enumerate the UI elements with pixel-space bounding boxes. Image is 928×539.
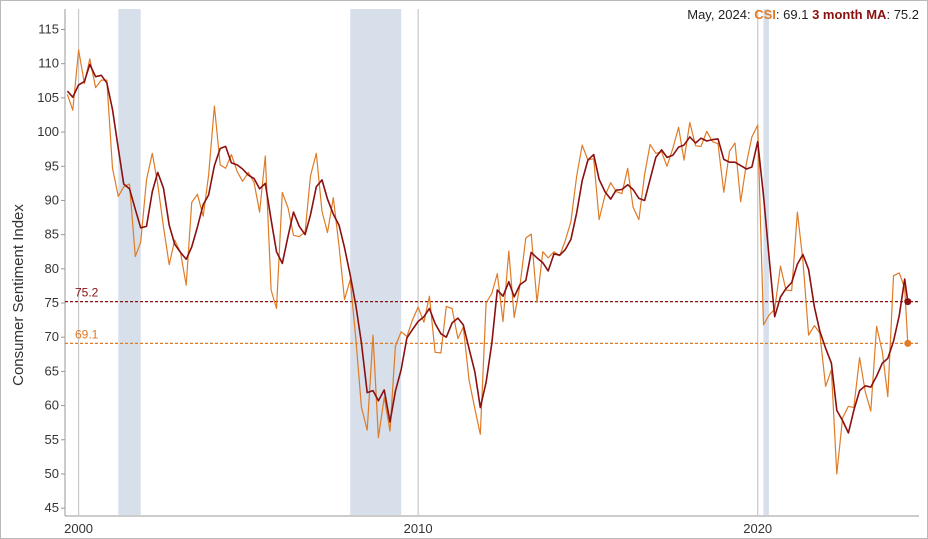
- y-tick-label-65: 65: [45, 363, 59, 378]
- y-tick-label-90: 90: [45, 192, 59, 207]
- decade-gridlines: [77, 9, 759, 515]
- x-tick-label-2020: 2020: [743, 521, 772, 536]
- series-lines: [66, 49, 909, 475]
- x-tick-label-2010: 2010: [404, 521, 433, 536]
- series-line-csi: [66, 49, 909, 475]
- y-tick-label-95: 95: [45, 158, 59, 173]
- x-tick-label-2000: 2000: [64, 521, 93, 536]
- y-tick-label-70: 70: [45, 329, 59, 344]
- axes: 2000 2010 2020 45 50 55 60 65 70 75 80 85 90 95 100 105…: [37, 9, 919, 536]
- end-point-csi: [904, 339, 912, 347]
- chart-legend: May, 2024: CSI: 69.1 3 month MA: 75.2: [687, 7, 919, 22]
- legend-ma-value: 75.2: [893, 7, 919, 22]
- y-tick-label-55: 55: [45, 432, 59, 447]
- legend-ma-label: 3 month MA: [812, 7, 887, 22]
- legend-csi-value: 69.1: [783, 7, 809, 22]
- y-tick-label-85: 85: [45, 227, 59, 242]
- end-point-ma: [904, 298, 912, 306]
- series-line-ma: [66, 63, 909, 434]
- legend-date: May, 2024: [687, 7, 747, 22]
- y-tick-label-105: 105: [37, 90, 59, 105]
- y-tick-label-80: 80: [45, 261, 59, 276]
- recession-bands: [118, 9, 769, 515]
- y-tick-label-45: 45: [45, 500, 59, 515]
- recession-band-1: [350, 9, 402, 515]
- y-axis-label: Consumer Sentiment Index: [10, 204, 27, 386]
- recession-band-0: [118, 9, 141, 515]
- y-tick-label-110: 110: [38, 56, 59, 71]
- reference-label-69.1: 69.1: [75, 327, 99, 341]
- recession-band-2: [763, 9, 769, 515]
- y-tick-label-50: 50: [45, 466, 59, 481]
- y-tick-label-100: 100: [37, 124, 59, 139]
- end-markers: [904, 298, 912, 347]
- y-tick-label-75: 75: [45, 295, 59, 310]
- reference-label-75.2: 75.2: [75, 286, 99, 300]
- legend-csi-label: CSI: [754, 7, 776, 22]
- y-tick-label-60: 60: [45, 398, 59, 413]
- y-tick-label-115: 115: [38, 22, 59, 37]
